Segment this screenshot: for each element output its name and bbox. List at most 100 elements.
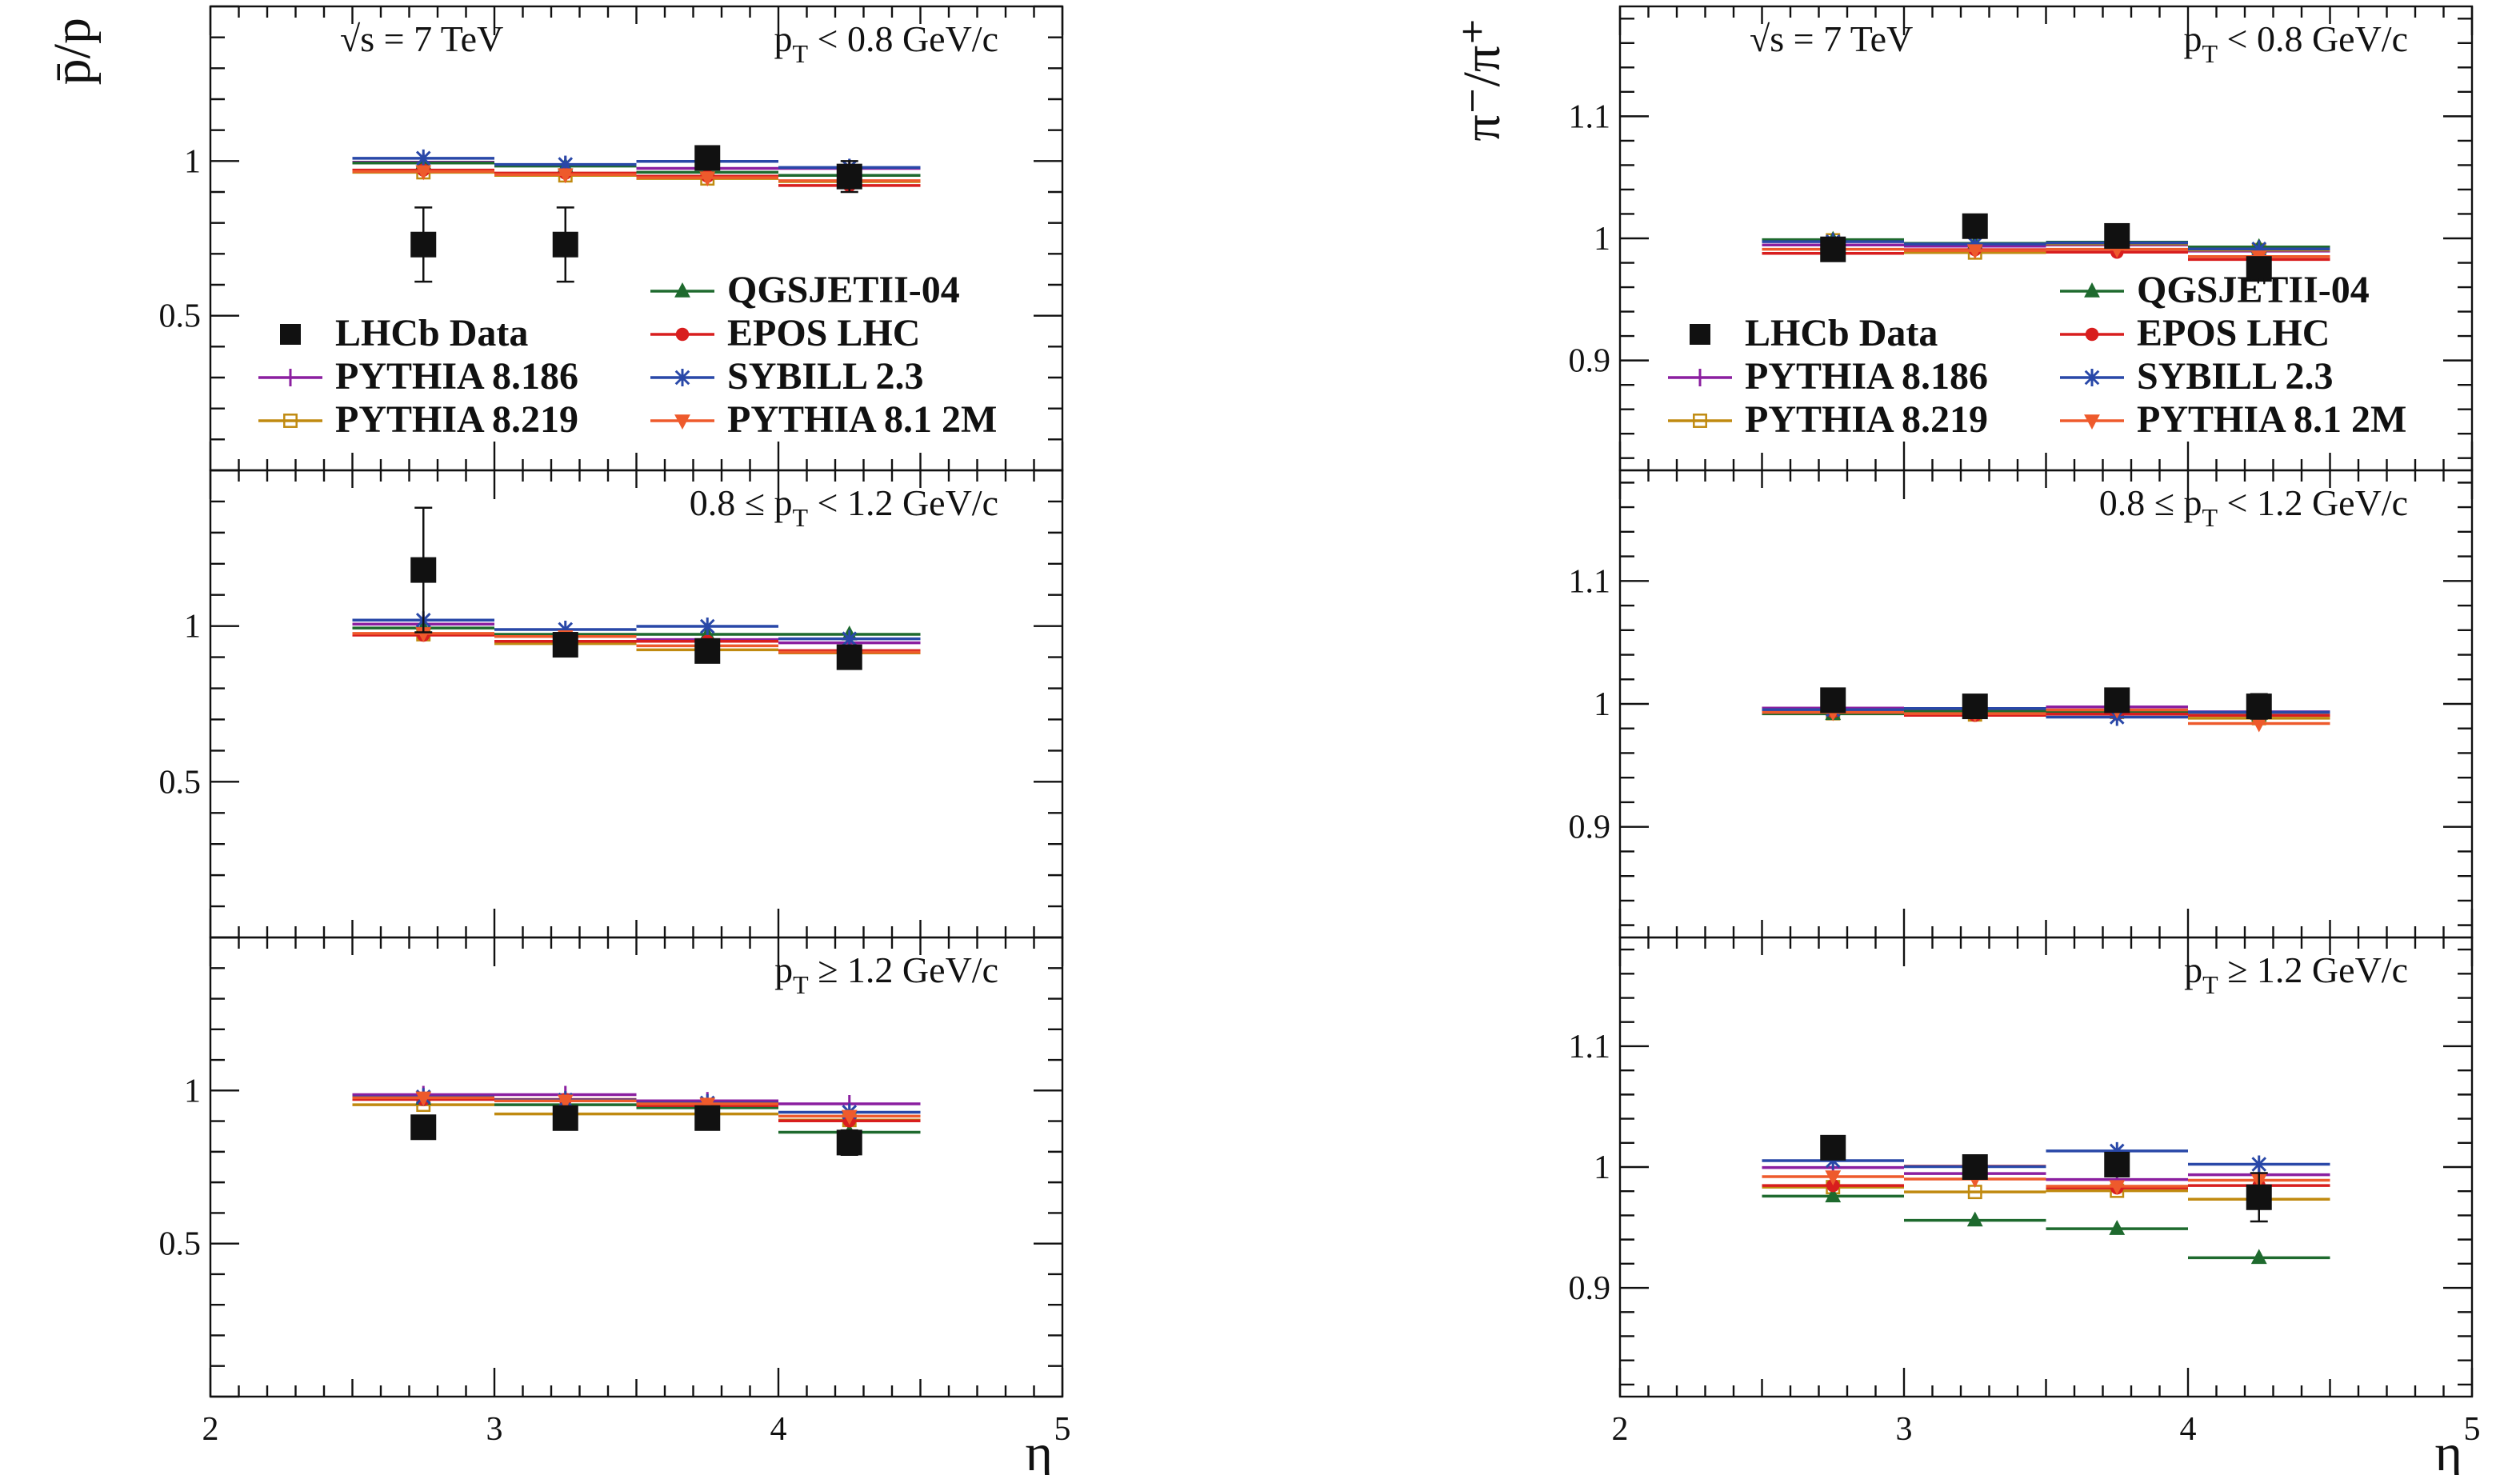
legend-marker: [2084, 282, 2100, 298]
legend-label: PYTHIA 8.219: [335, 398, 578, 441]
y-tick-label: 1: [184, 1073, 201, 1109]
legend-label: PYTHIA 8.219: [1745, 398, 1988, 441]
legend-entry-pythia-8-1-2m: PYTHIA 8.1 2M: [2060, 398, 2406, 441]
pt-label-part: < 0.8 GeV/c: [808, 18, 998, 59]
legend-label: PYTHIA 8.186: [1745, 355, 1988, 398]
data-point: [1962, 1154, 1988, 1180]
pt-label-part: ≥ 1.2 GeV/c: [809, 949, 998, 990]
legend-entry-epos-lhc: EPOS LHC: [650, 312, 920, 354]
legend-label: QGSJETII-04: [2137, 269, 2370, 311]
model-marker: [415, 165, 432, 181]
data-point: [2104, 222, 2130, 249]
panel-1: 0.5 1 0.8 ≤ pT < 1.2 GeV/c: [159, 469, 1064, 939]
data-point: [2246, 256, 2272, 282]
pt-label: pT ≥ 1.2 GeV/c: [774, 949, 998, 999]
legend-label: SYBILL 2.3: [727, 355, 923, 398]
model-marker: [699, 171, 716, 187]
pt-label: pT < 0.8 GeV/c: [774, 18, 998, 68]
y-tick-label: 1.1: [1569, 1029, 1611, 1065]
legend-marker: [280, 324, 301, 345]
data-point: [552, 1105, 578, 1131]
y-tick-label: 1: [1594, 1149, 1610, 1186]
y-tick-label: 0.5: [159, 1226, 202, 1263]
pt-label-subscript: T: [793, 970, 809, 999]
pt-label: 0.8 ≤ pT < 1.2 GeV/c: [690, 482, 998, 532]
chart-pi-ratio: 0.911.1pT < 0.8 GeV/c√s = 7 TeV0.911.10.…: [1453, 5, 2481, 1475]
pt-label-part: p: [774, 18, 792, 59]
y-tick-label: 1.1: [1569, 98, 1611, 135]
legend-entry-pythia-8-1-2m: PYTHIA 8.1 2M: [650, 398, 997, 441]
y-axis-label: π⁻/π⁺: [1453, 18, 1511, 142]
pt-label-part: < 0.8 GeV/c: [2218, 18, 2408, 59]
panel-0: 0.5 1 pT < 0.8 GeV/c √s = 7 TeV: [159, 5, 1064, 472]
legend-entry-pythia-8-219: PYTHIA 8.219: [1668, 398, 1988, 441]
energy-label: √s = 7 TeV: [340, 18, 503, 59]
legend-entry-lhcb-data: LHCb Data: [1690, 312, 1938, 354]
panel-1: 0.9 1 1.1 0.8 ≤ pT < 1.2 GeV/c: [1569, 469, 2474, 939]
model-marker: [1966, 244, 1983, 260]
legend-label: PYTHIA 8.186: [335, 355, 578, 398]
model-marker: [415, 627, 432, 642]
x-axis-label: η: [1025, 1424, 1053, 1475]
panel-0: 0.9 1 1.1 pT < 0.8 GeV/c √s = 7 TeV: [1569, 5, 2474, 472]
pt-label-subscript: T: [2202, 503, 2218, 532]
data-point: [2104, 687, 2130, 714]
x-axis-label: η: [2434, 1424, 2462, 1475]
legend-marker: [675, 327, 690, 342]
y-tick-label: 0.9: [1569, 809, 1611, 846]
series-lhcb-data: [410, 506, 862, 670]
data-point: [552, 231, 578, 258]
data-point: [410, 1114, 437, 1141]
series-lhcb-data: [1820, 687, 2272, 720]
legend-marker: [674, 414, 690, 430]
legend-entry-sybill-2-3: SYBILL 2.3: [2060, 355, 2333, 398]
data-point: [694, 638, 721, 664]
legend-marker: [283, 414, 298, 428]
y-tick-label: 1: [184, 143, 201, 180]
data-point: [552, 632, 578, 658]
legend-label: LHCb Data: [1745, 312, 1938, 354]
model-marker: [2109, 1180, 2126, 1196]
pt-label-part: p: [2183, 18, 2202, 59]
legend-marker: [1693, 414, 1707, 428]
data-point: [1962, 213, 1988, 239]
y-axis-label: p̄/p: [43, 18, 102, 85]
legend-entry-sybill-2-3: SYBILL 2.3: [650, 355, 923, 398]
data-point: [2246, 1184, 2272, 1210]
legend-marker: [674, 282, 690, 298]
pt-label-subscript: T: [792, 39, 808, 68]
pt-label-part: p: [774, 949, 793, 990]
y-tick-label: 1: [184, 609, 201, 646]
x-tick-label: 3: [1896, 1411, 1913, 1448]
x-tick-label: 2: [1612, 1411, 1629, 1448]
legend-entry-lhcb-data: LHCb Data: [280, 312, 528, 354]
pt-label-subscript: T: [2202, 39, 2218, 68]
y-tick-label: 0.5: [159, 298, 202, 335]
legend-marker: [1690, 324, 1710, 345]
legend-label: PYTHIA 8.1 2M: [2137, 398, 2406, 441]
legend-label: QGSJETII-04: [727, 269, 960, 311]
data-point: [410, 557, 437, 583]
legend-label: EPOS LHC: [727, 312, 920, 354]
data-point: [1820, 1134, 1846, 1161]
model-marker: [2250, 717, 2267, 733]
data-point: [836, 1129, 862, 1156]
data-point: [410, 231, 437, 258]
model-marker: [1825, 1187, 1842, 1203]
panel-2: 0.9 1 1.1 pT ≥ 1.2 GeV/c: [1569, 936, 2474, 1398]
series-lhcb-data: [1820, 1134, 2272, 1223]
y-tick-label: 1.1: [1569, 563, 1611, 600]
panel-frame: [1618, 469, 2474, 939]
legend-entry-pythia-8-186: PYTHIA 8.186: [258, 355, 578, 398]
legend-label: LHCb Data: [335, 312, 528, 354]
legend-entry-pythia-8-219: PYTHIA 8.219: [258, 398, 578, 441]
model-marker: [1826, 1178, 1840, 1193]
model-marker: [841, 1109, 858, 1125]
data-point: [1962, 694, 1988, 720]
x-tick-label: 5: [2464, 1411, 2481, 1448]
series-lhcb-data: [410, 145, 862, 283]
model-marker: [2109, 1220, 2126, 1235]
